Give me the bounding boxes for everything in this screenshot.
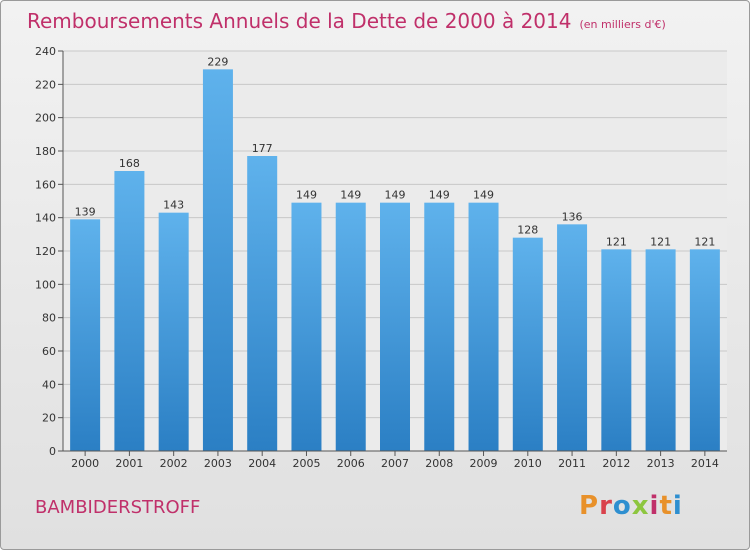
x-tick-label: 2012 xyxy=(602,457,630,470)
logo-letter: o xyxy=(612,491,632,521)
bars: 139 168 143 229 177 149 149 149 149 149 128 136 121 1… xyxy=(70,55,720,451)
y-tick-label: 20 xyxy=(42,412,56,425)
x-tick-label: 2004 xyxy=(248,457,276,470)
x-axis: 2000 2001 2002 2003 2004 2005 2006 2007 2008 2009… xyxy=(63,450,727,470)
commune-name: BAMBIDERSTROFF xyxy=(35,497,201,518)
logo-letter: i xyxy=(672,491,683,521)
bar-value-label: 149 xyxy=(473,189,494,202)
bar-value-label: 149 xyxy=(340,189,361,202)
bar-2000 xyxy=(70,219,101,451)
bar-2001 xyxy=(114,171,145,451)
x-tick-label: 2014 xyxy=(691,457,719,470)
y-tick-label: 240 xyxy=(35,45,56,58)
bar-2012 xyxy=(601,249,632,451)
bar-value-label: 121 xyxy=(606,235,627,248)
x-tick-label: 2000 xyxy=(71,457,99,470)
bar-value-label: 229 xyxy=(207,55,228,68)
bar-2004 xyxy=(247,156,278,451)
y-tick-label: 160 xyxy=(35,178,56,191)
bar-value-label: 143 xyxy=(163,199,184,212)
bar-value-label: 121 xyxy=(694,235,715,248)
y-tick-label: 40 xyxy=(42,378,56,391)
y-tick-label: 140 xyxy=(35,212,56,225)
bar-2003 xyxy=(202,69,233,451)
bar-2009 xyxy=(468,202,499,451)
bar-2005 xyxy=(291,202,322,451)
bar-value-label: 121 xyxy=(650,235,671,248)
logo-letter: i xyxy=(649,491,660,521)
bar-2008 xyxy=(424,202,455,451)
logo-letter: r xyxy=(599,491,613,521)
bar-2014 xyxy=(689,249,720,451)
y-tick-label: 60 xyxy=(42,345,56,358)
chart-title-text: Remboursements Annuels de la Dette de 20… xyxy=(27,9,572,33)
x-tick-label: 2001 xyxy=(115,457,143,470)
x-tick-label: 2006 xyxy=(337,457,365,470)
bar-value-label: 149 xyxy=(296,189,317,202)
x-tick-label: 2010 xyxy=(514,457,542,470)
chart-title: Remboursements Annuels de la Dette de 20… xyxy=(27,9,666,33)
bar-value-label: 168 xyxy=(119,157,140,170)
bar-value-label: 149 xyxy=(429,189,450,202)
y-tick-label: 220 xyxy=(35,78,56,91)
x-tick-label: 2002 xyxy=(160,457,188,470)
proxiti-logo: Proxiti xyxy=(579,491,683,521)
y-tick-label: 80 xyxy=(42,312,56,325)
bar-2006 xyxy=(335,202,366,451)
y-tick-label: 120 xyxy=(35,245,56,258)
y-axis: 0 20 40 60 80 100 120 140 160 180 200 220 240 xyxy=(35,45,64,458)
x-tick-label: 2007 xyxy=(381,457,409,470)
x-tick-label: 2008 xyxy=(425,457,453,470)
y-tick-label: 0 xyxy=(49,445,56,458)
bar-value-label: 177 xyxy=(252,142,273,155)
bar-2013 xyxy=(645,249,676,451)
x-tick-label: 2003 xyxy=(204,457,232,470)
x-tick-label: 2009 xyxy=(470,457,498,470)
bar-value-label: 128 xyxy=(517,224,538,237)
bar-2007 xyxy=(380,202,410,451)
bar-2011 xyxy=(557,224,588,451)
y-tick-label: 100 xyxy=(35,278,56,291)
logo-letter: P xyxy=(579,491,600,521)
x-tick-label: 2011 xyxy=(558,457,586,470)
logo-letter: x xyxy=(631,491,650,521)
bar-value-label: 149 xyxy=(385,189,406,202)
bar-2010 xyxy=(512,237,543,451)
bar-value-label: 136 xyxy=(562,210,583,223)
chart-unit-label: (en milliers d'€) xyxy=(579,18,666,31)
y-tick-label: 200 xyxy=(35,112,56,125)
logo-letter: t xyxy=(659,491,673,521)
x-tick-label: 2005 xyxy=(292,457,320,470)
bar-value-label: 139 xyxy=(75,205,96,218)
y-tick-label: 180 xyxy=(35,145,56,158)
bar-2002 xyxy=(158,212,189,451)
x-tick-label: 2013 xyxy=(647,457,675,470)
